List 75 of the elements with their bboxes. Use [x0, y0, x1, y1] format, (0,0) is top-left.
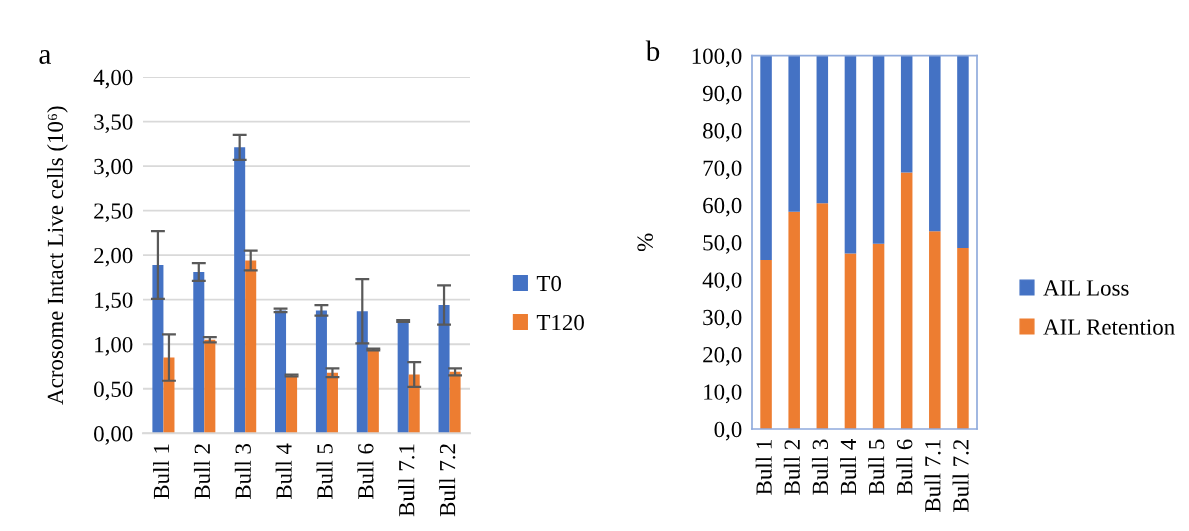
y-tick-label: 40,0 — [702, 272, 742, 292]
y-tick-label: 1,50 — [95, 292, 133, 312]
bar — [193, 272, 205, 434]
y-axis-title: % — [637, 233, 653, 252]
y-tick-label: 20,0 — [703, 347, 742, 366]
legend-label: T120 — [536, 314, 584, 331]
y-tick-label: 1,00 — [95, 336, 133, 356]
y-axis-title: Acrosome Intact Live cells (10⁶) — [47, 106, 68, 405]
bar — [275, 310, 287, 434]
legend-label: AIL Loss — [1043, 280, 1129, 296]
x-tick-label: Bull 2 — [783, 439, 800, 495]
y-tick-label: 70,0 — [703, 160, 742, 180]
bar — [356, 311, 368, 434]
y-tick-label: 10,0 — [704, 384, 742, 404]
bar — [152, 264, 164, 434]
x-tick-label: Bull 6 — [896, 439, 913, 495]
bar — [367, 349, 379, 434]
y-tick-label: 0,0 — [714, 421, 742, 441]
chart-title: b — [645, 40, 660, 61]
x-tick-label: Bull 7.1 — [924, 440, 941, 512]
bar — [326, 372, 338, 434]
x-tick-label: Bull 1 — [153, 444, 170, 500]
x-tick-label: Bull 4 — [275, 443, 292, 500]
y-tick-label: 3,00 — [94, 158, 133, 178]
bar — [245, 260, 257, 434]
bar — [900, 55, 913, 173]
y-tick-label: 90,0 — [702, 85, 742, 105]
y-tick-label: 0,50 — [94, 381, 133, 401]
bar — [900, 172, 913, 429]
x-tick-label: Bull 4 — [840, 439, 857, 495]
x-tick-label: Bull 3 — [234, 443, 251, 500]
bar — [760, 259, 772, 429]
x-tick-label: Bull 7.2 — [952, 439, 969, 512]
bar — [844, 55, 857, 254]
x-tick-label: Bull 1 — [755, 440, 772, 495]
bar — [872, 55, 885, 244]
legend-label: T0 — [536, 275, 562, 292]
y-tick-label: 60,0 — [703, 197, 742, 217]
bar — [234, 147, 246, 434]
legend-label: AIL Retention — [1043, 319, 1175, 335]
bar — [204, 339, 216, 434]
bar — [844, 253, 857, 429]
bar — [315, 310, 327, 434]
y-tick-label: 2,00 — [94, 247, 133, 267]
bar — [957, 55, 969, 248]
bar — [957, 247, 969, 429]
bar — [872, 243, 885, 429]
bar — [788, 211, 800, 429]
y-tick-label: 2,50 — [94, 203, 133, 223]
y-tick-label: 100,0 — [692, 48, 742, 68]
bar — [438, 305, 450, 434]
x-tick-label: Bull 3 — [811, 439, 829, 495]
bar — [760, 55, 772, 260]
bar — [286, 375, 298, 434]
y-tick-label: 3,50 — [94, 114, 133, 134]
chart-title: a — [39, 49, 51, 64]
bar — [816, 203, 829, 429]
bar — [397, 321, 409, 434]
x-tick-label: Bull 6 — [357, 443, 374, 500]
bar — [408, 374, 420, 434]
y-tick-label: 50,0 — [703, 235, 742, 254]
y-tick-label: 0,00 — [94, 426, 133, 445]
bar — [929, 55, 941, 232]
x-tick-label: Bull 7.1 — [398, 444, 415, 517]
x-tick-label: Bull 5 — [868, 439, 885, 495]
bar — [449, 371, 461, 434]
x-tick-label: Bull 2 — [193, 444, 211, 500]
y-tick-label: 4,00 — [93, 69, 133, 89]
bar — [816, 55, 829, 204]
bar — [929, 231, 941, 429]
x-tick-label: Bull 5 — [316, 443, 333, 500]
y-tick-label: 30,0 — [703, 309, 742, 329]
x-tick-label: Bull 7.2 — [439, 444, 456, 517]
bar — [788, 55, 800, 212]
y-tick-label: 80,0 — [703, 123, 742, 142]
